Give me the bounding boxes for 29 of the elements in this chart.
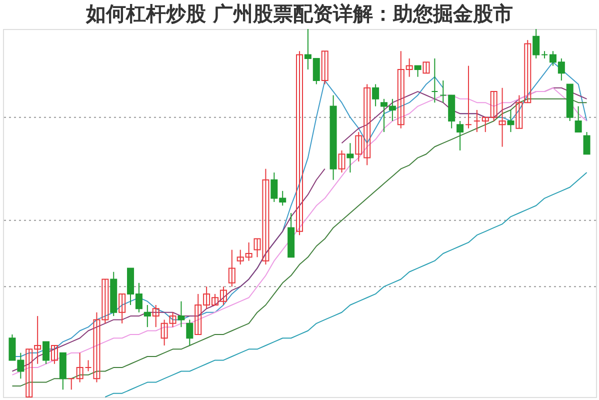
candlestick — [431, 58, 438, 104]
candlestick — [422, 62, 430, 74]
candlestick — [414, 65, 422, 78]
candlestick — [574, 106, 582, 133]
candlestick — [346, 142, 354, 174]
candlestick — [186, 319, 194, 346]
candlestick — [68, 378, 75, 390]
candlestick — [541, 50, 548, 59]
candlestick — [372, 84, 380, 107]
candlestick — [532, 28, 540, 59]
candlestick — [321, 50, 328, 85]
candlestick — [507, 109, 514, 133]
candlestick — [76, 352, 84, 383]
candlestick — [498, 87, 506, 148]
candlestick — [440, 80, 447, 104]
candlestick — [464, 65, 472, 129]
candlestick — [152, 304, 160, 328]
chart-title: 如何杠杆炒股 广州股票配资详解：助您掘金股市 — [85, 2, 513, 26]
candlestick — [583, 132, 590, 155]
candlestick — [178, 300, 185, 328]
candlestick — [296, 50, 303, 236]
candlestick — [338, 150, 346, 174]
candlestick — [228, 249, 236, 288]
candlestick — [456, 120, 464, 151]
candlestick — [118, 293, 126, 324]
candlestick — [42, 341, 50, 364]
candlestick — [144, 304, 151, 328]
candlestick — [50, 344, 58, 364]
candlestick — [473, 109, 480, 133]
